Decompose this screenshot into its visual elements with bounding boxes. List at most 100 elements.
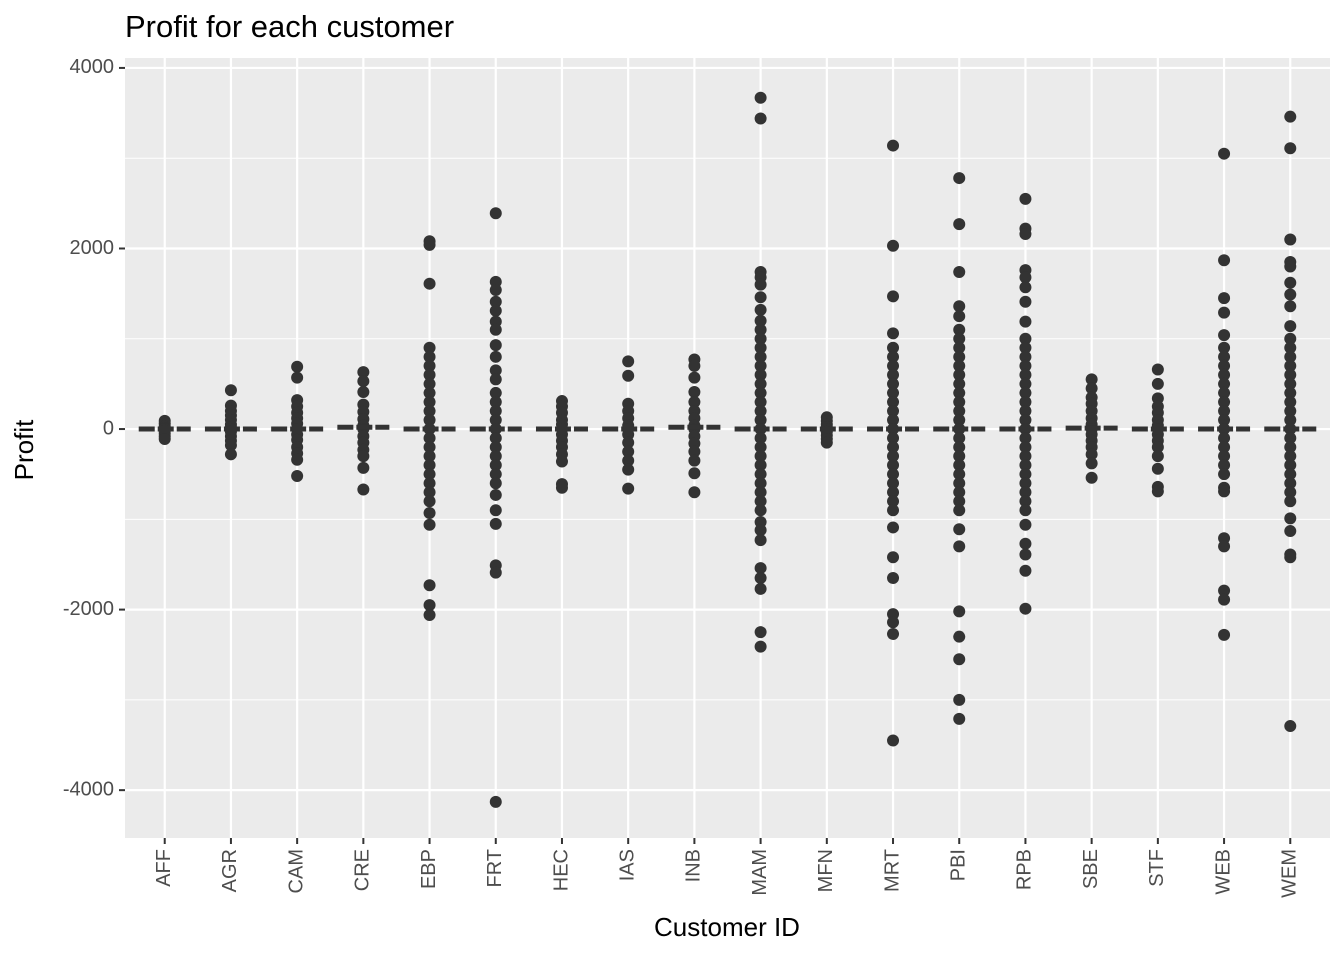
point [754, 395, 767, 408]
point [754, 291, 767, 304]
point [1218, 350, 1231, 363]
point [489, 504, 502, 517]
x-tick-label: AFF [153, 849, 175, 887]
point [688, 371, 701, 384]
point [1019, 459, 1032, 472]
point [887, 459, 900, 472]
point [1284, 551, 1297, 564]
point [1284, 320, 1297, 333]
point [754, 323, 767, 336]
point [953, 468, 966, 481]
point [953, 693, 966, 706]
point [887, 327, 900, 340]
point [754, 341, 767, 354]
point [953, 523, 966, 536]
point [1019, 450, 1032, 463]
x-tick-label: PBI [948, 849, 970, 881]
point [1085, 382, 1098, 395]
x-tick-label: WEM [1279, 849, 1301, 898]
point [1284, 260, 1297, 273]
point [423, 599, 436, 612]
point [489, 517, 502, 530]
point [754, 534, 767, 547]
point [1284, 525, 1297, 538]
x-tick-label: INB [683, 849, 705, 882]
point [1218, 540, 1231, 553]
point [1284, 432, 1297, 445]
point [688, 467, 701, 480]
point [1284, 468, 1297, 481]
point [887, 290, 900, 303]
point [688, 386, 701, 399]
point [423, 238, 436, 251]
point [953, 712, 966, 725]
point [953, 368, 966, 381]
point [158, 432, 171, 445]
point [1019, 477, 1032, 490]
point [489, 441, 502, 454]
point [1218, 414, 1231, 427]
point [953, 605, 966, 618]
point [423, 459, 436, 472]
point [423, 386, 436, 399]
point [423, 609, 436, 622]
point [489, 323, 502, 336]
point [953, 495, 966, 508]
point [953, 540, 966, 553]
point [887, 368, 900, 381]
point [555, 455, 568, 468]
point [1019, 432, 1032, 445]
point [489, 295, 502, 308]
point [622, 436, 635, 449]
point [754, 441, 767, 454]
point [953, 300, 966, 313]
point [887, 359, 900, 372]
marks [138, 91, 1317, 808]
point [423, 404, 436, 417]
point [489, 395, 502, 408]
point [1284, 459, 1297, 472]
point [1019, 486, 1032, 499]
point [1218, 386, 1231, 399]
point [953, 395, 966, 408]
point [1284, 495, 1297, 508]
x-tick-label: MFN [815, 849, 837, 892]
x-axis-title: Customer ID [654, 912, 800, 942]
point [423, 341, 436, 354]
point [953, 323, 966, 336]
point [622, 482, 635, 495]
point [953, 486, 966, 499]
point [1019, 602, 1032, 615]
point [953, 459, 966, 472]
point [887, 239, 900, 252]
point [489, 450, 502, 463]
point [887, 504, 900, 517]
point [489, 414, 502, 427]
point [489, 477, 502, 490]
point [887, 404, 900, 417]
point [1151, 462, 1164, 475]
point [622, 454, 635, 467]
point [1019, 368, 1032, 381]
point [423, 350, 436, 363]
point [1284, 377, 1297, 390]
point [1218, 450, 1231, 463]
point [1019, 281, 1032, 294]
point [1284, 441, 1297, 454]
point [1284, 368, 1297, 381]
point [754, 640, 767, 653]
point [1284, 233, 1297, 246]
point [1019, 295, 1032, 308]
point [1218, 485, 1231, 498]
point [754, 626, 767, 639]
point [489, 339, 502, 352]
point [754, 459, 767, 472]
point [953, 441, 966, 454]
point [953, 332, 966, 345]
point [357, 450, 370, 463]
point [1019, 495, 1032, 508]
point [1284, 486, 1297, 499]
point [754, 504, 767, 517]
point [423, 377, 436, 390]
